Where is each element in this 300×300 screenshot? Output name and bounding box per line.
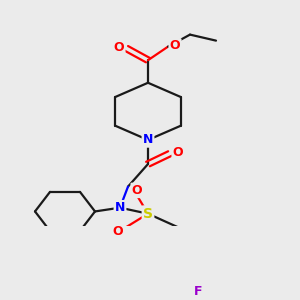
Text: O: O [114,41,124,54]
Text: O: O [132,184,142,197]
Text: N: N [115,201,125,214]
Text: F: F [194,286,202,298]
Text: O: O [170,39,180,52]
Text: N: N [143,134,153,146]
Text: S: S [143,207,153,221]
Text: O: O [113,225,123,238]
Text: O: O [173,146,183,159]
